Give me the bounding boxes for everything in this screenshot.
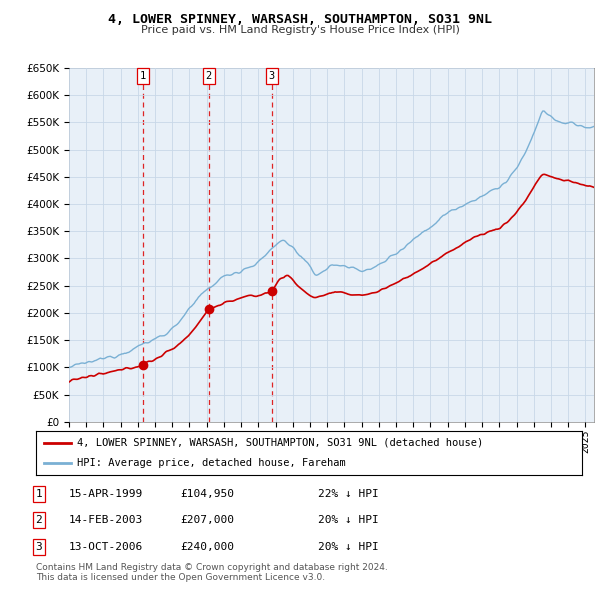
Text: HPI: Average price, detached house, Fareham: HPI: Average price, detached house, Fare… — [77, 458, 346, 468]
Text: £104,950: £104,950 — [180, 489, 234, 499]
Text: Contains HM Land Registry data © Crown copyright and database right 2024.
This d: Contains HM Land Registry data © Crown c… — [36, 563, 388, 582]
Text: Price paid vs. HM Land Registry's House Price Index (HPI): Price paid vs. HM Land Registry's House … — [140, 25, 460, 35]
Text: 1: 1 — [35, 489, 43, 499]
Text: 22% ↓ HPI: 22% ↓ HPI — [318, 489, 379, 499]
Text: 4, LOWER SPINNEY, WARSASH, SOUTHAMPTON, SO31 9NL (detached house): 4, LOWER SPINNEY, WARSASH, SOUTHAMPTON, … — [77, 438, 483, 448]
Text: 20% ↓ HPI: 20% ↓ HPI — [318, 516, 379, 525]
Text: 20% ↓ HPI: 20% ↓ HPI — [318, 542, 379, 552]
Text: 13-OCT-2006: 13-OCT-2006 — [69, 542, 143, 552]
Text: 1: 1 — [140, 71, 146, 81]
Text: 2: 2 — [35, 516, 43, 525]
Text: 14-FEB-2003: 14-FEB-2003 — [69, 516, 143, 525]
Text: £207,000: £207,000 — [180, 516, 234, 525]
Text: 3: 3 — [269, 71, 275, 81]
Text: 4, LOWER SPINNEY, WARSASH, SOUTHAMPTON, SO31 9NL: 4, LOWER SPINNEY, WARSASH, SOUTHAMPTON, … — [108, 13, 492, 26]
Text: 15-APR-1999: 15-APR-1999 — [69, 489, 143, 499]
Text: £240,000: £240,000 — [180, 542, 234, 552]
Text: 2: 2 — [206, 71, 212, 81]
Text: 3: 3 — [35, 542, 43, 552]
